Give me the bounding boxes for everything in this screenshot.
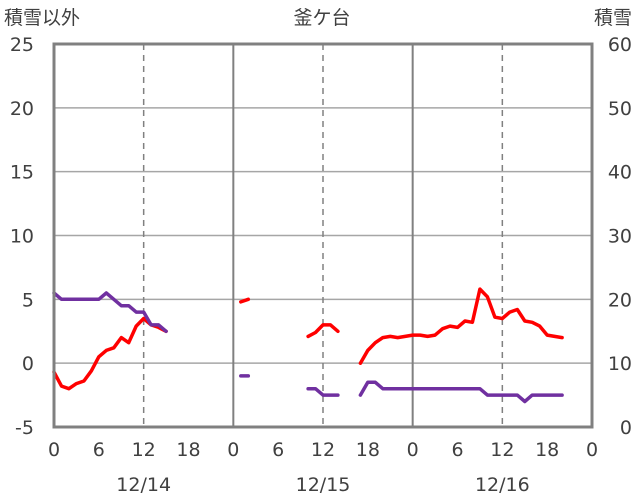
chart-title: 釜ケ台 (293, 7, 350, 29)
x-hour-label: 6 (451, 439, 463, 461)
left-tick-label: 0 (22, 353, 34, 375)
right-tick-label: 40 (608, 162, 632, 184)
x-hour-label: 18 (356, 439, 380, 461)
x-hour-label: 0 (586, 439, 598, 461)
right-tick-label: 20 (608, 289, 632, 311)
series-1-segment-3 (306, 323, 340, 339)
right-axis-label: 積雪 (594, 7, 632, 29)
series-lines (52, 287, 564, 404)
right-tick-label: 10 (608, 353, 632, 375)
right-tick-label: 0 (620, 417, 632, 439)
right-tick-label: 30 (608, 226, 632, 248)
left-tick-label: 15 (10, 162, 34, 184)
x-hour-label: 18 (176, 439, 200, 461)
series-2-segment-4 (358, 380, 564, 404)
date-label: 12/14 (116, 474, 171, 496)
x-hour-label: 6 (93, 439, 105, 461)
x-hour-label: 6 (272, 439, 284, 461)
series-2-segment-3 (306, 386, 340, 397)
x-hour-label: 12 (132, 439, 156, 461)
x-hour-label: 12 (311, 439, 335, 461)
left-axis-label: 積雪以外 (4, 7, 80, 29)
date-label: 12/15 (296, 474, 351, 496)
series-1-segment-4 (358, 287, 564, 365)
plot-frame (52, 42, 594, 429)
left-tick-label: 25 (10, 34, 34, 56)
date-label: 12/16 (475, 474, 530, 496)
grid (54, 44, 592, 427)
x-hour-label: 0 (227, 439, 239, 461)
x-hour-label: 12 (490, 439, 514, 461)
right-tick-label: 60 (608, 34, 632, 56)
left-tick-label: 20 (10, 98, 34, 120)
x-hour-label: 18 (535, 439, 559, 461)
x-hour-label: 0 (407, 439, 419, 461)
left-tick-label: 10 (10, 226, 34, 248)
series-1-segment-2 (239, 297, 251, 304)
series-2-segment-1 (52, 291, 168, 334)
left-tick-label: 5 (22, 289, 34, 311)
x-hour-label: 0 (48, 439, 60, 461)
right-tick-label: 50 (608, 98, 632, 120)
left-tick-label: -5 (15, 417, 34, 439)
series-1-segment-1 (52, 316, 168, 391)
